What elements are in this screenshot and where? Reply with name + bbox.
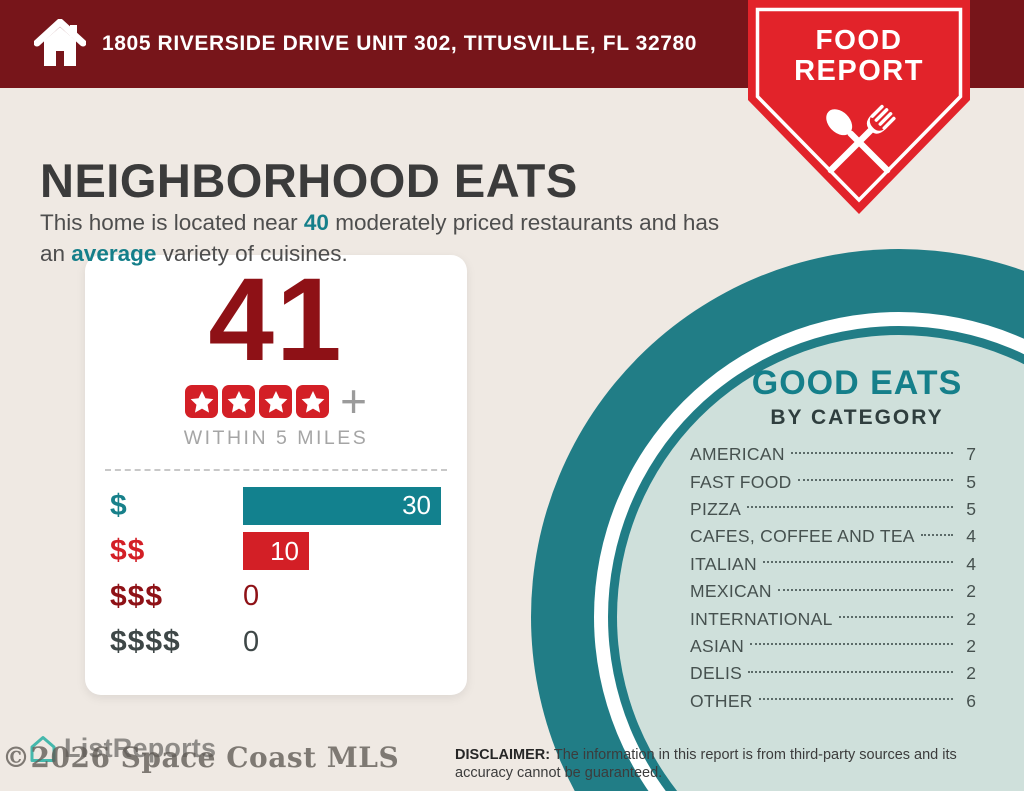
category-name: ASIAN: [690, 635, 745, 656]
category-dots-leader: [750, 643, 953, 646]
category-count: 5: [966, 498, 976, 519]
category-row: PIZZA 5: [690, 496, 976, 523]
category-count: 2: [966, 635, 976, 656]
category-count: 7: [966, 444, 976, 465]
star-icon: [222, 385, 256, 418]
good-eats-title: GOOD EATS: [751, 364, 963, 402]
listreports-house-icon: [30, 735, 56, 762]
price-tier-bar-chart: $30 $$ 10 $$$ 0 $$$$ 0: [110, 483, 449, 665]
category-row: ASIAN 2: [690, 633, 976, 660]
category-dots-leader: [758, 698, 953, 701]
mls-watermark: ©2026 Space Coast MLS: [2, 741, 400, 774]
disclaimer-label: DISCLAIMER:: [455, 746, 551, 763]
category-row: FAST FOOD 5: [690, 468, 976, 495]
category-dots-leader: [797, 479, 953, 482]
variety-highlight: average: [71, 240, 157, 266]
star-icon: [185, 385, 219, 418]
intro-text: This home is located near 40 moderately …: [40, 207, 740, 269]
ribbon-title-line1: FOOD: [815, 24, 903, 55]
category-row: OTHER 6: [690, 688, 976, 715]
spoon-and-fork-icon: [826, 104, 896, 174]
price-tier-label: $: [110, 488, 128, 522]
property-address: 1805 RIVERSIDE DRIVE UNIT 302, TITUSVILL…: [102, 32, 698, 55]
price-tier-row: $$$ 0: [110, 574, 449, 620]
category-name: FAST FOOD: [690, 471, 792, 492]
price-tier-label: $$$: [110, 579, 164, 613]
category-count: 5: [966, 471, 976, 492]
price-tier-row: $30: [110, 483, 449, 529]
plus-sign: +: [340, 375, 367, 427]
ribbon-title-line2: REPORT: [794, 55, 924, 87]
category-dots-leader: [790, 451, 953, 454]
disclaimer-text: DISCLAIMER: The information in this repo…: [455, 746, 957, 782]
category-name: CAFES, COFFEE AND TEA: [690, 526, 915, 547]
intro-part3: variety of cuisines.: [162, 240, 348, 266]
category-name: AMERICAN: [690, 444, 785, 465]
star-icon: [296, 385, 330, 418]
listreports-logo-text: ListReports: [64, 733, 217, 763]
ribbon-banner-shape: [748, 0, 970, 214]
good-eats-header: GOOD EATS BY CATEGORY: [640, 364, 1024, 430]
category-dots-leader: [838, 616, 953, 619]
price-tier-bar-value: 30: [402, 490, 431, 521]
good-eats-subtitle: BY CATEGORY: [770, 406, 944, 429]
price-tier-row: $$ 10: [110, 529, 449, 575]
category-name: DELIS: [690, 663, 743, 684]
home-icon: [34, 19, 86, 66]
price-tier-bar-value: 10: [270, 535, 299, 566]
category-row: AMERICAN 7: [690, 441, 976, 468]
price-tier-row: $$$$ 0: [110, 620, 449, 666]
category-name: ITALIAN: [690, 553, 757, 574]
category-count: 6: [966, 690, 976, 711]
category-row: INTERNATIONAL 2: [690, 605, 976, 632]
category-row: ITALIAN 4: [690, 551, 976, 578]
category-dots-leader: [777, 588, 953, 591]
price-tier-bar: 30: [243, 486, 441, 525]
category-count: 2: [966, 608, 976, 629]
category-name: PIZZA: [690, 498, 742, 519]
dashed-divider: [105, 469, 447, 471]
category-dots-leader: [920, 533, 953, 536]
category-count: 2: [966, 581, 976, 602]
price-tier-zero-value: 0: [243, 580, 260, 613]
page-title: NEIGHBORHOOD EATS: [40, 154, 578, 208]
radius-label: WITHIN 5 MILES: [183, 427, 369, 449]
food-report-ribbon: FOOD REPORT: [748, 0, 970, 215]
category-dots-leader: [762, 561, 953, 564]
category-row: MEXICAN 2: [690, 578, 976, 605]
price-tier-zero-value: 0: [243, 625, 260, 658]
category-count: 2: [966, 663, 976, 684]
category-row: CAFES, COFFEE AND TEA 4: [690, 523, 976, 550]
category-row: DELIS 2: [690, 660, 976, 687]
restaurant-count-highlight: 40: [303, 209, 329, 235]
intro-part2: moderately priced restaurants and has an: [40, 209, 720, 266]
intro-part1: This home is located near: [40, 209, 298, 235]
star-icon: [259, 385, 293, 418]
category-dots-leader: [747, 506, 953, 509]
price-tier-bar: 10: [243, 532, 309, 571]
category-name: INTERNATIONAL: [690, 608, 833, 629]
restaurant-count: 41: [208, 254, 344, 386]
star-rating: +: [85, 375, 467, 427]
listreports-logo: ListReports: [28, 733, 216, 764]
category-dots-leader: [748, 670, 953, 673]
price-tier-label: $$: [110, 534, 146, 568]
restaurant-summary-card: 41 + WITHIN 5 MILES $30 $$ 10 $$$ 0 $$$$ 0: [85, 255, 467, 695]
category-name: MEXICAN: [690, 581, 772, 602]
category-name: OTHER: [690, 690, 753, 711]
category-count: 4: [966, 553, 976, 574]
category-count: 4: [966, 526, 976, 547]
category-list: AMERICAN 7 FAST FOOD 5 PIZZA 5 CAFES, COFFEE A…: [690, 441, 976, 715]
price-tier-label: $$$$: [110, 625, 181, 659]
